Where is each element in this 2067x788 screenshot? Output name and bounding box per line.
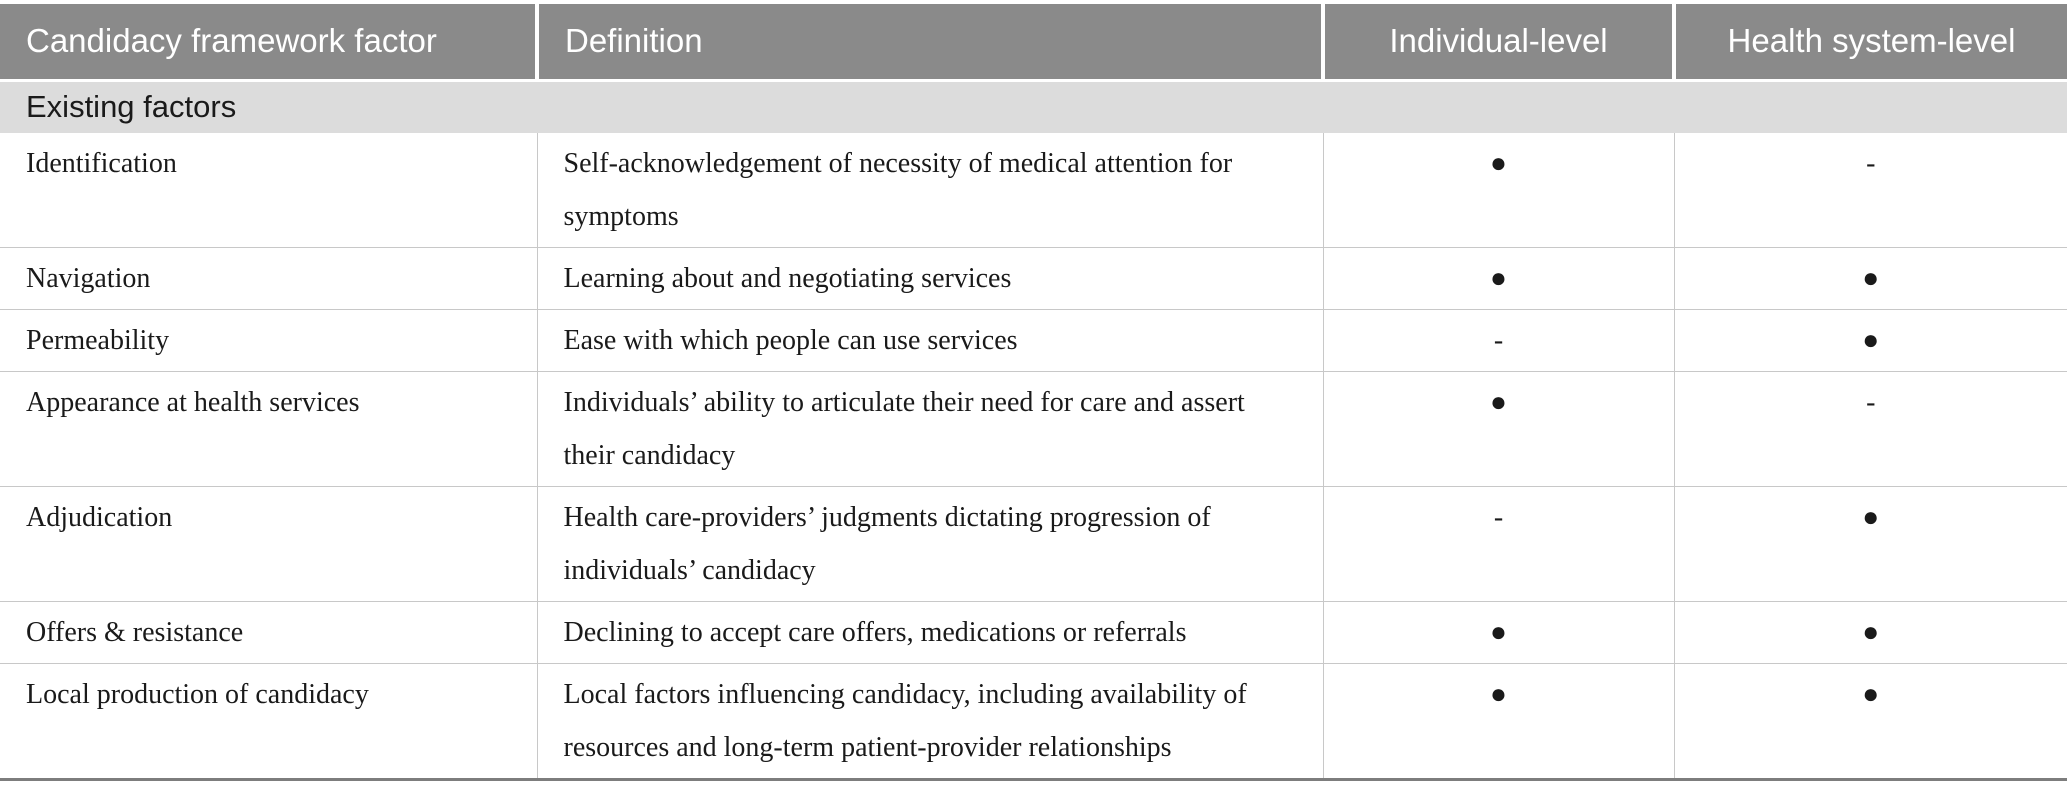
individual-level-cell: ● bbox=[1322, 371, 1674, 487]
table-row: Navigation Learning about and negotiatin… bbox=[0, 247, 2067, 310]
section-header: Existing factors bbox=[0, 78, 2067, 133]
factor-cell: Appearance at health services bbox=[0, 371, 537, 487]
definition-cell: Learning about and negotiating services bbox=[536, 247, 1323, 310]
health-system-level-cell: ● bbox=[1673, 663, 2067, 780]
factor-cell: Permeability bbox=[0, 309, 537, 372]
definition-cell: Individuals’ ability to articulate their… bbox=[536, 371, 1323, 487]
definition-cell: Ease with which people can use services bbox=[536, 309, 1323, 372]
definition-cell: Local factors influencing candidacy, inc… bbox=[536, 663, 1323, 780]
individual-level-cell: ● bbox=[1322, 601, 1674, 664]
individual-level-cell: ● bbox=[1322, 663, 1674, 780]
table-row: Local production of candidacy Local fact… bbox=[0, 663, 2067, 780]
health-system-level-cell: ● bbox=[1673, 309, 2067, 372]
column-header-health-system-level: Health system-level bbox=[1672, 4, 2067, 80]
table-row: Identification Self-acknowledgement of n… bbox=[0, 133, 2067, 248]
column-header-individual-level: Individual-level bbox=[1321, 4, 1674, 80]
factor-cell: Offers & resistance bbox=[0, 601, 537, 664]
health-system-level-cell: - bbox=[1673, 133, 2067, 248]
column-header-factor: Candidacy framework factor bbox=[0, 4, 537, 80]
header-row: Candidacy framework factor Definition In… bbox=[0, 4, 2067, 80]
factor-cell: Identification bbox=[0, 133, 537, 248]
individual-level-cell: ● bbox=[1322, 247, 1674, 310]
factor-cell: Navigation bbox=[0, 247, 537, 310]
definition-cell: Health care-providers’ judgments dictati… bbox=[536, 486, 1323, 602]
table-row: Appearance at health services Individual… bbox=[0, 371, 2067, 487]
definition-cell: Declining to accept care offers, medicat… bbox=[536, 601, 1323, 664]
health-system-level-cell: ● bbox=[1673, 247, 2067, 310]
column-header-definition: Definition bbox=[535, 4, 1323, 80]
individual-level-cell: ● bbox=[1322, 133, 1674, 248]
health-system-level-cell: - bbox=[1673, 371, 2067, 487]
factor-cell: Local production of candidacy bbox=[0, 663, 537, 780]
health-system-level-cell: ● bbox=[1673, 486, 2067, 602]
factor-cell: Adjudication bbox=[0, 486, 537, 602]
individual-level-cell: - bbox=[1322, 309, 1674, 372]
definition-cell: Self-acknowledgement of necessity of med… bbox=[536, 133, 1323, 248]
table-body: Existing factors Identification Self-ack… bbox=[0, 78, 2067, 780]
health-system-level-cell: ● bbox=[1673, 601, 2067, 664]
section-row: Existing factors bbox=[0, 78, 2067, 133]
individual-level-cell: - bbox=[1322, 486, 1674, 602]
table-row: Offers & resistance Declining to accept … bbox=[0, 601, 2067, 664]
candidacy-framework-table: Candidacy framework factor Definition In… bbox=[0, 4, 2067, 781]
table-row: Permeability Ease with which people can … bbox=[0, 309, 2067, 372]
table-row: Adjudication Health care-providers’ judg… bbox=[0, 486, 2067, 602]
